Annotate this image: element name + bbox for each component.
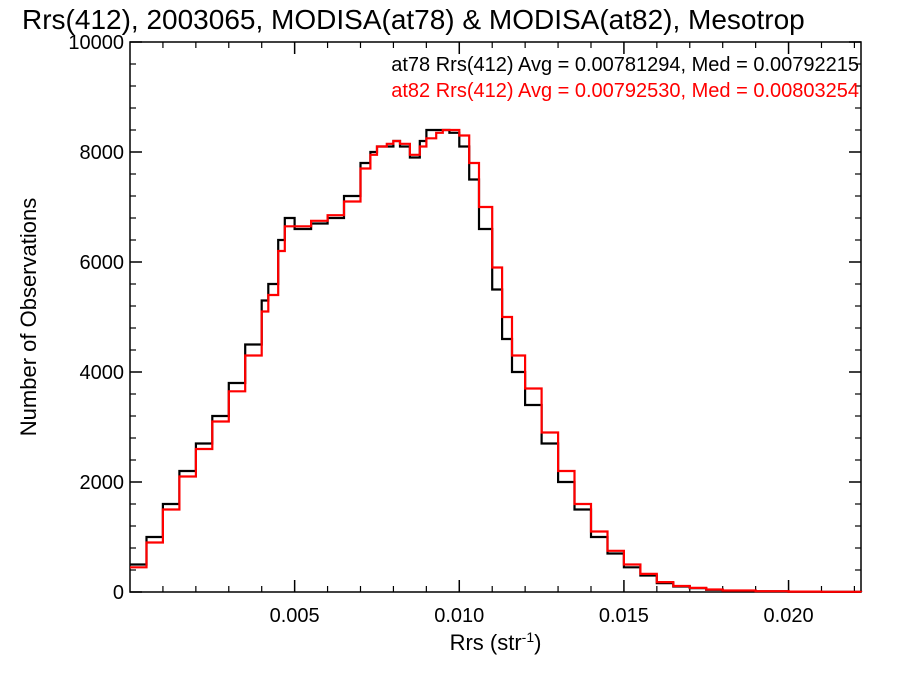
x-axis-ticks: 0.005 0.010 0.015 0.020 xyxy=(162,42,856,627)
series-lines xyxy=(130,128,863,593)
x-tick-label: 0.015 xyxy=(599,605,649,627)
plot-frame-rect xyxy=(129,41,862,593)
annotation-at78-stats: at78 Rrs(412) Avg = 0.00781294, Med = 0.… xyxy=(391,54,859,76)
legend-annotations: at78 Rrs(412) Avg = 0.00781294, Med = 0.… xyxy=(391,54,859,102)
x-tick-label: 0.005 xyxy=(270,605,320,627)
y-tick-label: 4000 xyxy=(80,362,125,384)
y-axis-title: Number of Observations xyxy=(16,198,41,436)
plot-frame xyxy=(129,41,862,593)
y-tick-label: 8000 xyxy=(80,142,125,164)
x-tick-label: 0.020 xyxy=(764,605,814,627)
x-axis-title-main: Rrs (str xyxy=(450,630,522,655)
series-at78-line xyxy=(130,128,863,593)
series-at82-line xyxy=(130,128,863,593)
y-tick-label: 2000 xyxy=(80,472,125,494)
annotation-at82-stats: at82 Rrs(412) Avg = 0.00792530, Med = 0.… xyxy=(391,80,859,102)
x-axis-title-superscript: -1 xyxy=(522,629,535,645)
chart-title: Rrs(412), 2003065, MODISA(at78) & MODISA… xyxy=(22,4,805,35)
x-tick-label: 0.010 xyxy=(434,605,484,627)
x-axis-title-close: ) xyxy=(534,630,541,655)
y-tick-label: 6000 xyxy=(80,252,125,274)
y-tick-label: 10000 xyxy=(68,32,124,54)
y-axis-ticks: 0 2000 4000 6000 8000 10000 xyxy=(68,32,861,604)
y-tick-label: 0 xyxy=(113,582,124,604)
x-axis-title: Rrs (str-1) xyxy=(450,629,542,655)
